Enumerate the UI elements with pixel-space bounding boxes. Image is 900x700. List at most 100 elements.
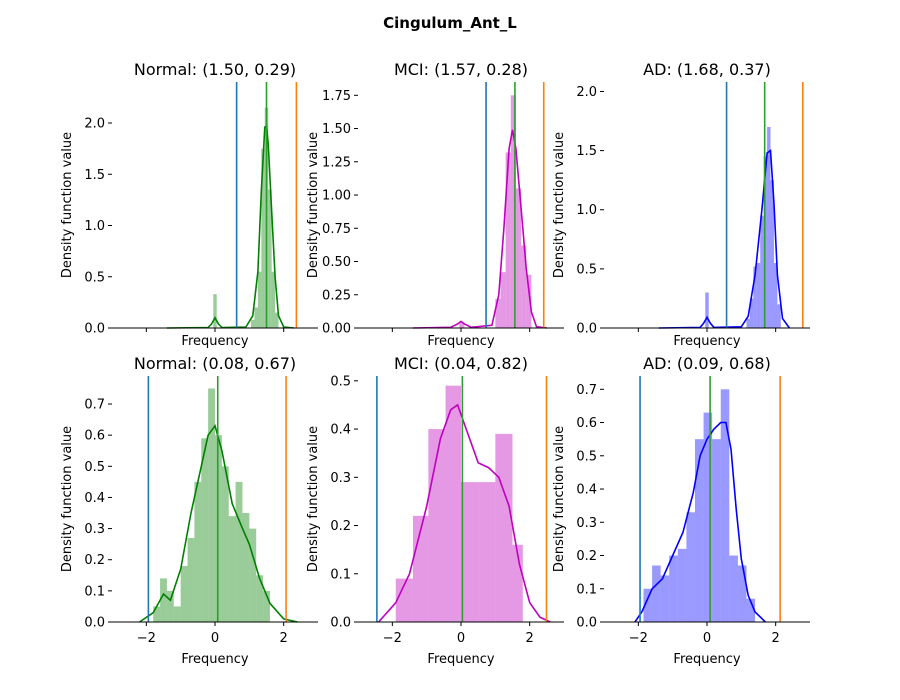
histogram-bars: [395, 385, 523, 622]
y-tick-label: 0.3: [84, 522, 105, 537]
histogram-bar: [235, 481, 243, 622]
histogram-bar: [256, 575, 264, 622]
histogram-bars: [705, 126, 781, 328]
x-ticks: −2 0 2: [629, 622, 780, 646]
histogram-bar: [166, 590, 174, 622]
kde-curve: [378, 403, 551, 623]
kde-curve: [412, 129, 547, 329]
histogram-bar: [208, 388, 215, 622]
histogram-bars: [459, 95, 532, 328]
y-tick-label: 0.5: [330, 374, 351, 389]
x-tick-label: 0: [457, 631, 465, 646]
subplot-title: MCI: (1.57, 0.28): [394, 60, 528, 79]
subplot-2: 0.00 0.25 0.50 0.75 1.00 1.25 1.50 1.75 MCI: (1.…: [306, 60, 564, 349]
histogram-bar: [242, 513, 250, 622]
x-ticks: −2 0 2: [137, 622, 288, 646]
histogram-bar: [749, 298, 754, 328]
y-tick-label: 1.5: [576, 144, 597, 159]
histogram-bar: [180, 565, 188, 622]
y-tick-label: 0.0: [576, 322, 597, 337]
histogram-bar: [251, 319, 255, 328]
y-tick-label: 0.2: [84, 553, 105, 568]
histogram-bar: [760, 215, 764, 328]
y-tick-label: 0.0: [330, 616, 351, 631]
histogram-bar: [777, 304, 781, 328]
y-tick-label: 0.7: [576, 383, 597, 398]
histogram-bar: [228, 516, 236, 622]
x-ticks: −2 0 2: [383, 622, 534, 646]
y-tick-label: 0.4: [576, 483, 597, 498]
x-axis-label: Frequency: [181, 652, 248, 667]
y-axis-label: Density function value: [306, 426, 321, 572]
subplot-title: AD: (0.09, 0.68): [643, 354, 771, 373]
y-tick-label: 0.1: [576, 582, 597, 597]
subplot-grid: 0.0 0.5 1.0 1.5 2.0 Normal: (1.50, 0.29) Frequ…: [60, 60, 810, 667]
x-tick-label: 0: [703, 631, 711, 646]
histogram-bar: [756, 262, 761, 328]
y-tick-label: 0.6: [576, 416, 597, 431]
histogram-bar: [694, 439, 704, 622]
x-axis-label: Frequency: [673, 334, 740, 349]
y-tick-label: 0.3: [576, 516, 597, 531]
histogram-bars: [213, 107, 279, 328]
histogram-bar: [478, 482, 496, 622]
y-tick-label: 0.4: [84, 491, 105, 506]
histogram-bar: [660, 575, 670, 622]
x-axis-label: Frequency: [673, 652, 740, 667]
y-ticks: 0.0 0.5 1.0 1.5 2.0: [576, 85, 604, 337]
y-tick-label: 0.50: [322, 255, 351, 270]
subplot-title: Normal: (0.08, 0.67): [134, 354, 296, 373]
y-tick-label: 1.5: [84, 168, 105, 183]
histogram-bar: [275, 312, 279, 328]
x-tick-label: −2: [629, 631, 648, 646]
y-axis-label: Density function value: [306, 132, 321, 278]
subplot-5: 0.0 0.1 0.2 0.3 0.4 0.5 −2 0 2 MCI: (0.04, 0.82) F…: [306, 354, 564, 667]
y-tick-label: 0.0: [84, 616, 105, 631]
histogram-bar: [512, 544, 523, 622]
y-tick-label: 0.2: [330, 519, 351, 534]
histogram-bar: [705, 292, 709, 328]
y-tick-label: 0.25: [322, 288, 351, 303]
histogram-bar: [521, 245, 527, 328]
histogram-bar: [767, 126, 771, 328]
subplot-title: Normal: (1.50, 0.29): [134, 60, 296, 79]
histogram-bar: [753, 266, 757, 328]
histogram-bar: [505, 152, 511, 328]
y-tick-label: 0.5: [576, 262, 597, 277]
histogram-bar: [712, 439, 721, 622]
y-tick-label: 1.25: [322, 155, 351, 170]
x-axis-label: Frequency: [181, 334, 248, 349]
x-ticks: [145, 328, 285, 332]
y-ticks: 0.0 0.5 1.0 1.5 2.0: [84, 117, 112, 337]
y-tick-label: 2.0: [576, 85, 597, 100]
histogram-bar: [153, 606, 161, 622]
subplot-4: 0.0 0.1 0.2 0.3 0.4 0.5 0.6 0.7 −2 0 2 Normal: (0.0…: [60, 354, 318, 667]
y-tick-label: 0.0: [576, 616, 597, 631]
x-axis-label: Frequency: [427, 652, 494, 667]
histogram-bar: [500, 272, 506, 328]
histogram-bar: [201, 438, 209, 622]
histogram-bar: [271, 271, 276, 328]
y-tick-label: 1.50: [322, 122, 351, 137]
histogram-bar: [737, 565, 747, 622]
y-tick-label: 0.6: [84, 429, 105, 444]
x-tick-label: 0: [211, 631, 219, 646]
figure-title: Cingulum_Ant_L: [383, 14, 517, 32]
y-tick-label: 0.4: [330, 423, 351, 438]
x-tick-label: −2: [383, 631, 402, 646]
histogram-bar: [261, 148, 265, 328]
y-tick-label: 1.0: [84, 219, 105, 234]
histogram-bar: [495, 433, 513, 622]
histogram-bar: [720, 389, 730, 622]
histogram-bars: [643, 389, 756, 622]
subplot-3: 0.0 0.5 1.0 1.5 2.0 AD: (1.68, 0.37) Frequency…: [552, 60, 810, 349]
histogram-bar: [187, 537, 195, 622]
histogram-bar: [461, 482, 479, 622]
histogram-bar: [669, 555, 678, 622]
x-tick-label: −2: [137, 631, 156, 646]
y-axis-label: Density function value: [60, 132, 75, 278]
histogram-bar: [395, 578, 413, 622]
x-axis-label: Frequency: [427, 334, 494, 349]
subplot-title: AD: (1.68, 0.37): [643, 60, 771, 79]
y-axis-label: Density function value: [60, 426, 75, 572]
